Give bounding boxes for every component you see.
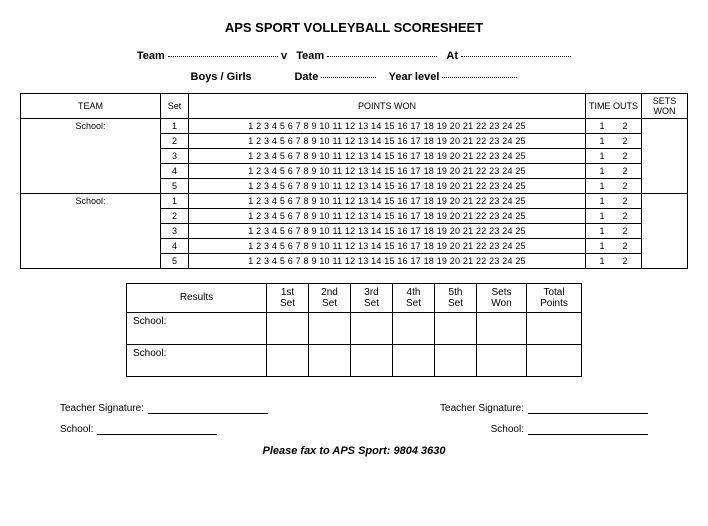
points-row[interactable]: 1 2 3 4 5 6 7 8 9 10 11 12 13 14 15 16 1…: [189, 253, 586, 268]
results-cell[interactable]: [393, 312, 435, 344]
set-num: 5: [161, 178, 189, 193]
timeouts-row[interactable]: 1 2: [586, 178, 642, 193]
results-cell[interactable]: [267, 344, 309, 376]
points-row[interactable]: 1 2 3 4 5 6 7 8 9 10 11 12 13 14 15 16 1…: [189, 148, 586, 163]
timeouts-row[interactable]: 1 2: [586, 238, 642, 253]
school-cell-1[interactable]: School:: [21, 118, 161, 193]
vs-label: v: [281, 50, 287, 62]
year-level-field[interactable]: [442, 68, 517, 78]
points-row[interactable]: 1 2 3 4 5 6 7 8 9 10 11 12 13 14 15 16 1…: [189, 193, 586, 208]
timeouts-row[interactable]: 1 2: [586, 133, 642, 148]
header-results: Results: [127, 283, 267, 312]
header-setswon: SETS WON: [642, 93, 688, 118]
set-num: 1: [161, 193, 189, 208]
set-num: 4: [161, 238, 189, 253]
timeouts-row[interactable]: 1 2: [586, 223, 642, 238]
results-cell[interactable]: [351, 312, 393, 344]
date-field[interactable]: [321, 68, 376, 78]
year-level-label: Year level: [389, 71, 440, 83]
teacher-sig-label-2: Teacher Signature:: [440, 403, 524, 414]
table-row: School: 1 1 2 3 4 5 6 7 8 9 10 11 12 13 …: [21, 193, 688, 208]
set-num: 3: [161, 223, 189, 238]
meta-line-1: Team v Team At: [20, 49, 688, 62]
team-label-left: Team: [137, 50, 165, 62]
school-cell-2[interactable]: School:: [21, 193, 161, 268]
results-cell[interactable]: [435, 344, 477, 376]
results-row: School:: [127, 312, 582, 344]
results-cell[interactable]: [351, 344, 393, 376]
header-team: TEAM: [21, 93, 161, 118]
set-num: 2: [161, 208, 189, 223]
results-row: School:: [127, 344, 582, 376]
timeouts-row[interactable]: 1 2: [586, 253, 642, 268]
timeouts-row[interactable]: 1 2: [586, 118, 642, 133]
points-row[interactable]: 1 2 3 4 5 6 7 8 9 10 11 12 13 14 15 16 1…: [189, 133, 586, 148]
school-sig-label-1: School:: [60, 424, 93, 435]
results-header-row: Results 1stSet 2ndSet 3rdSet 4thSet 5thS…: [127, 283, 582, 312]
timeouts-row[interactable]: 1 2: [586, 163, 642, 178]
school-sig-field-1[interactable]: [97, 426, 217, 435]
team-left-field[interactable]: [168, 47, 278, 57]
header-points: POINTS WON: [189, 93, 586, 118]
points-row[interactable]: 1 2 3 4 5 6 7 8 9 10 11 12 13 14 15 16 1…: [189, 208, 586, 223]
signature-block: Teacher Signature: Teacher Signature: Sc…: [60, 403, 648, 435]
results-cell[interactable]: [477, 344, 527, 376]
header-1st-set: 1stSet: [267, 283, 309, 312]
team-right-field[interactable]: [327, 47, 437, 57]
results-cell[interactable]: [527, 312, 582, 344]
header-3rd-set: 3rdSet: [351, 283, 393, 312]
results-cell[interactable]: [527, 344, 582, 376]
points-row[interactable]: 1 2 3 4 5 6 7 8 9 10 11 12 13 14 15 16 1…: [189, 118, 586, 133]
teacher-sig-field-2[interactable]: [528, 405, 648, 414]
setswon-cell-1[interactable]: [642, 118, 688, 193]
results-cell[interactable]: [309, 312, 351, 344]
header-sets-won: SetsWon: [477, 283, 527, 312]
meta-line-2: Boys / Girls Date Year level: [20, 70, 688, 83]
results-school-1[interactable]: School:: [127, 312, 267, 344]
boys-girls-label: Boys / Girls: [191, 71, 252, 83]
timeouts-row[interactable]: 1 2: [586, 208, 642, 223]
results-school-2[interactable]: School:: [127, 344, 267, 376]
at-label: At: [446, 50, 458, 62]
set-num: 1: [161, 118, 189, 133]
school-sig-field-2[interactable]: [528, 426, 648, 435]
results-table: Results 1stSet 2ndSet 3rdSet 4thSet 5thS…: [126, 283, 582, 377]
results-cell[interactable]: [393, 344, 435, 376]
header-set: Set: [161, 93, 189, 118]
school-sig-label-2: School:: [491, 424, 524, 435]
at-field[interactable]: [461, 47, 571, 57]
table-row: School: 1 1 2 3 4 5 6 7 8 9 10 11 12 13 …: [21, 118, 688, 133]
team-label-right: Team: [296, 50, 324, 62]
header-2nd-set: 2ndSet: [309, 283, 351, 312]
timeouts-row[interactable]: 1 2: [586, 148, 642, 163]
header-timeouts: TIME OUTS: [586, 93, 642, 118]
header-total-points: TotalPoints: [527, 283, 582, 312]
footer-text: Please fax to APS Sport: 9804 3630: [20, 445, 688, 457]
date-label: Date: [294, 71, 318, 83]
points-row[interactable]: 1 2 3 4 5 6 7 8 9 10 11 12 13 14 15 16 1…: [189, 163, 586, 178]
set-num: 2: [161, 133, 189, 148]
points-row[interactable]: 1 2 3 4 5 6 7 8 9 10 11 12 13 14 15 16 1…: [189, 178, 586, 193]
score-table-header-row: TEAM Set POINTS WON TIME OUTS SETS WON: [21, 93, 688, 118]
set-num: 5: [161, 253, 189, 268]
set-num: 3: [161, 148, 189, 163]
set-num: 4: [161, 163, 189, 178]
setswon-cell-2[interactable]: [642, 193, 688, 268]
header-5th-set: 5thSet: [435, 283, 477, 312]
results-cell[interactable]: [435, 312, 477, 344]
points-row[interactable]: 1 2 3 4 5 6 7 8 9 10 11 12 13 14 15 16 1…: [189, 223, 586, 238]
points-row[interactable]: 1 2 3 4 5 6 7 8 9 10 11 12 13 14 15 16 1…: [189, 238, 586, 253]
page-title: APS SPORT VOLLEYBALL SCORESHEET: [20, 20, 688, 35]
teacher-sig-label-1: Teacher Signature:: [60, 403, 144, 414]
teacher-sig-field-1[interactable]: [148, 405, 268, 414]
header-4th-set: 4thSet: [393, 283, 435, 312]
results-cell[interactable]: [267, 312, 309, 344]
score-table: TEAM Set POINTS WON TIME OUTS SETS WON S…: [20, 93, 688, 269]
results-cell[interactable]: [477, 312, 527, 344]
timeouts-row[interactable]: 1 2: [586, 193, 642, 208]
results-cell[interactable]: [309, 344, 351, 376]
